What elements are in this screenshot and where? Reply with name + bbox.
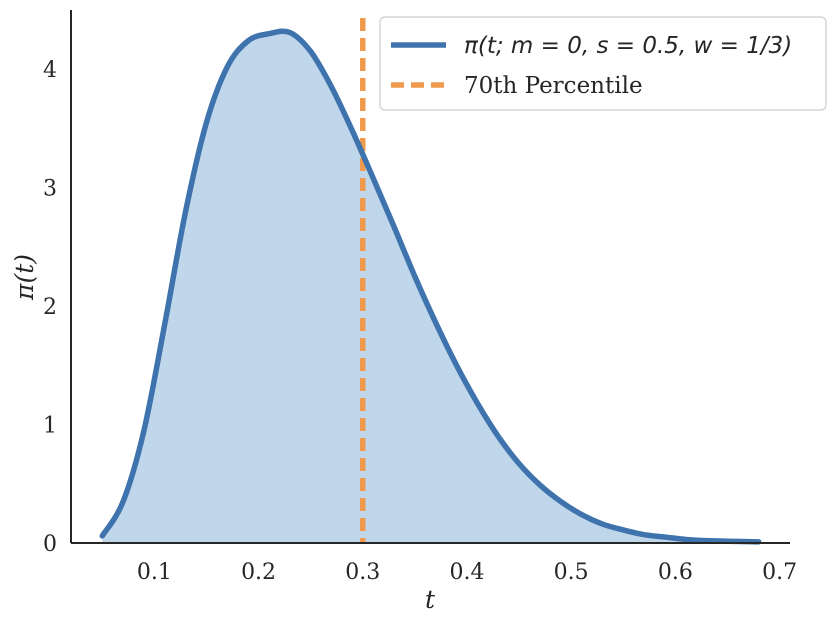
x-axis-label: t xyxy=(425,585,436,614)
x-tick-labels: 0.1 0.2 0.3 0.4 0.5 0.6 0.7 xyxy=(137,560,797,585)
x-tick-label: 0.5 xyxy=(554,560,589,585)
x-tick-label: 0.1 xyxy=(137,560,172,585)
x-tick-label: 0.2 xyxy=(241,560,276,585)
y-axis-label: π(t) xyxy=(10,254,39,301)
legend-label-percentile: 70th Percentile xyxy=(464,73,643,99)
plot-area xyxy=(99,18,762,545)
y-tick-label: 3 xyxy=(43,177,57,202)
y-tick-label: 4 xyxy=(43,58,57,83)
y-tick-label: 0 xyxy=(43,532,57,557)
y-tick-labels: 0 1 2 3 4 xyxy=(43,58,57,557)
x-tick-label: 0.4 xyxy=(449,560,484,585)
y-tick-label: 1 xyxy=(43,414,57,439)
legend: π(t; m = 0, s = 0.5, w = 1/3) 70th Perce… xyxy=(379,16,827,111)
legend-label-curve: π(t; m = 0, s = 0.5, w = 1/3) xyxy=(464,33,792,59)
density-curve xyxy=(99,28,762,545)
x-tick-label: 0.6 xyxy=(658,560,693,585)
density-fill-area xyxy=(102,31,759,544)
axes xyxy=(70,10,790,544)
y-tick-label: 2 xyxy=(43,295,57,320)
x-tick-label: 0.7 xyxy=(762,560,797,585)
x-tick-label: 0.3 xyxy=(345,560,380,585)
legend-box xyxy=(379,16,827,111)
